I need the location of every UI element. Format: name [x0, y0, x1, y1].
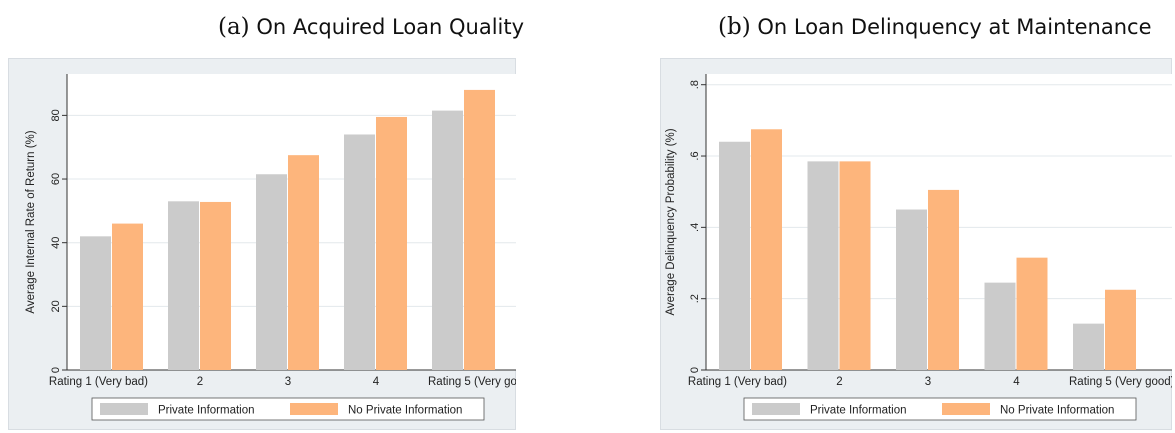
x-tick-label: Rating 1 (Very bad) — [49, 376, 148, 388]
legend-label-private: Private Information — [158, 405, 255, 417]
x-tick-label: Rating 5 (Very good) — [1069, 376, 1172, 388]
y-tick-label: 0 — [50, 367, 62, 373]
y-axis-label: Average Delinquency Probability (%) — [665, 128, 677, 315]
x-tick-label: 2 — [836, 376, 842, 388]
y-tick-label: 60 — [50, 173, 62, 185]
y-tick-label: 40 — [50, 237, 62, 249]
y-tick-label: 0 — [689, 367, 701, 373]
bar-no-private-4 — [1016, 257, 1048, 370]
bar-no-private-2 — [200, 201, 231, 370]
x-tick-label: Rating 1 (Very bad) — [688, 376, 787, 388]
y-tick-label: .8 — [689, 80, 701, 89]
legend-box — [91, 397, 485, 421]
bar-no-private-2 — [839, 161, 871, 370]
chart-a: 0 20 40 60 80 Average Internal Rate of Return… — [8, 58, 516, 430]
bar-no-private-3 — [928, 189, 959, 370]
x-tick-label: 4 — [373, 376, 380, 388]
bar-no-private-5 — [464, 89, 495, 371]
y-axis-label: Average Internal Rate of Return (%) — [25, 130, 37, 313]
legend-label-no-private: No Private Information — [348, 405, 462, 417]
x-tick-label: 3 — [285, 376, 291, 388]
bar-private-3 — [256, 174, 287, 370]
legend-box — [743, 397, 1137, 421]
bar-private-2 — [168, 201, 199, 370]
bar-private-4 — [984, 282, 1016, 370]
legend-swatch-no-private — [290, 403, 338, 415]
legend-swatch-private — [100, 403, 148, 415]
bar-no-private-1 — [751, 129, 782, 370]
legend-label-no-private: No Private Information — [1000, 405, 1114, 417]
bar-private-1 — [719, 141, 750, 370]
legend-label-private: Private Information — [810, 405, 907, 417]
caption-a-label: (a) — [218, 14, 250, 40]
x-tick-label: 3 — [925, 376, 931, 388]
caption-b-label: (b) — [718, 14, 751, 40]
bar-no-private-3 — [288, 155, 319, 370]
bar-private-1 — [80, 236, 111, 370]
x-tick-label: 2 — [197, 376, 203, 388]
caption-b-text: On Loan Delinquency at Maintenance — [757, 15, 1152, 39]
bar-private-4 — [344, 134, 375, 370]
bar-no-private-1 — [112, 223, 143, 370]
bar-no-private-5 — [1105, 289, 1136, 370]
y-tick-label: .2 — [689, 294, 701, 303]
bar-private-5 — [1073, 323, 1104, 370]
y-tick-label: .6 — [689, 151, 701, 160]
caption-a-text: On Acquired Loan Quality — [256, 15, 525, 39]
legend-swatch-no-private — [942, 403, 990, 415]
x-tick-label: 4 — [1013, 376, 1020, 388]
bar-no-private-4 — [376, 116, 407, 370]
caption-b: (b) On Loan Delinquency at Maintenance — [718, 14, 1152, 40]
y-tick-label: 20 — [50, 300, 62, 312]
chart-b: 0 .2 .4 .6 .8 Average Delinquency Probability… — [660, 58, 1172, 430]
caption-a: (a) On Acquired Loan Quality — [218, 14, 524, 40]
x-tick-label: Rating 5 (Very good) — [428, 376, 516, 388]
legend-swatch-private — [752, 403, 800, 415]
bar-private-2 — [807, 161, 839, 370]
bar-private-5 — [432, 110, 463, 371]
bar-private-3 — [896, 209, 927, 370]
y-tick-label: 80 — [50, 109, 62, 121]
y-tick-label: .4 — [689, 223, 701, 232]
